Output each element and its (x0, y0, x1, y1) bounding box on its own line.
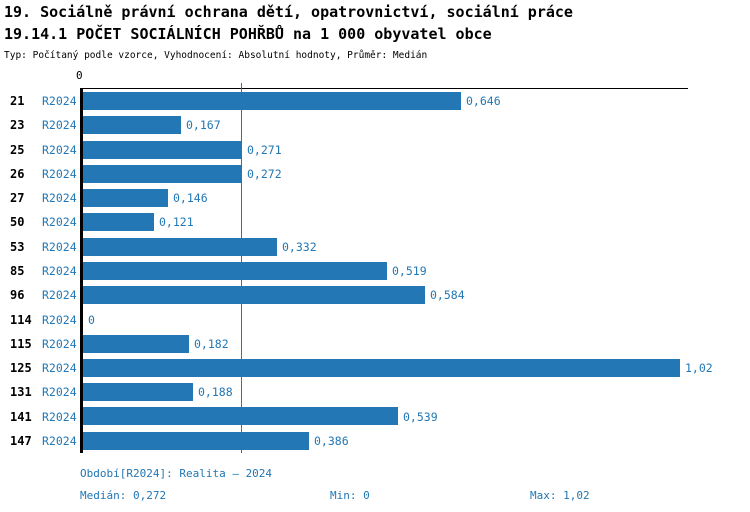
series-label: R2024 (42, 142, 77, 157)
series-label: R2024 (42, 239, 77, 254)
series-label: R2024 (42, 191, 77, 206)
value-label: 0,271 (247, 142, 282, 157)
value-label: 0,646 (466, 94, 501, 109)
value-bar (83, 140, 242, 159)
x-axis-zero-tick-label: 0 (76, 69, 83, 82)
max-stat-label: Max: 1,02 (530, 489, 590, 502)
value-label: 1,02 (685, 361, 713, 376)
value-label: 0,584 (430, 288, 465, 303)
report-section-title: 19. Sociálně právní ochrana dětí, opatro… (4, 3, 573, 21)
period-legend-label: Období[R2024]: Realita – 2024 (80, 467, 273, 480)
category-label: 125 (10, 361, 32, 376)
chart-row: 125 R2024 1,02 (0, 356, 750, 380)
category-label: 23 (10, 118, 25, 133)
x-axis-line (80, 88, 688, 89)
value-bar (83, 334, 189, 353)
value-label: 0,167 (186, 118, 221, 133)
chart-row: 21 R2024 0,646 (0, 89, 750, 113)
category-label: 21 (10, 94, 25, 109)
category-label: 25 (10, 142, 25, 157)
chart-row: 50 R2024 0,121 (0, 210, 750, 234)
value-label: 0,272 (247, 166, 282, 181)
category-label: 147 (10, 433, 32, 448)
value-bar (83, 237, 277, 256)
min-stat-label: Min: 0 (330, 489, 370, 502)
value-bar (83, 358, 680, 377)
value-bar (83, 383, 193, 402)
value-bar (83, 189, 168, 208)
series-label: R2024 (42, 94, 77, 109)
series-label: R2024 (42, 118, 77, 133)
chart-row: 85 R2024 0,519 (0, 259, 750, 283)
category-label: 26 (10, 166, 25, 181)
series-label: R2024 (42, 166, 77, 181)
value-bar (83, 407, 398, 426)
chart-row: 25 R2024 0,271 (0, 138, 750, 162)
indicator-subtitle: Typ: Počítaný podle vzorce, Vyhodnocení:… (4, 50, 428, 61)
chart-row: 26 R2024 0,272 (0, 162, 750, 186)
y-axis-line (80, 88, 83, 453)
value-label: 0,386 (314, 433, 349, 448)
category-label: 85 (10, 263, 25, 278)
series-label: R2024 (42, 409, 77, 424)
category-label: 96 (10, 288, 25, 303)
series-label: R2024 (42, 288, 77, 303)
chart-row: 114 R2024 0 (0, 307, 750, 331)
chart-row: 96 R2024 0,584 (0, 283, 750, 307)
category-label: 131 (10, 385, 32, 400)
category-label: 114 (10, 312, 32, 327)
series-label: R2024 (42, 385, 77, 400)
value-bar (83, 116, 181, 135)
chart-row: 147 R2024 0,386 (0, 429, 750, 453)
value-bar (83, 164, 242, 183)
chart-row: 27 R2024 0,146 (0, 186, 750, 210)
value-bar (83, 261, 387, 280)
value-label: 0,519 (392, 263, 427, 278)
value-bar (83, 431, 309, 450)
value-label: 0,539 (403, 409, 438, 424)
value-label: 0,332 (282, 239, 317, 254)
series-label: R2024 (42, 336, 77, 351)
series-label: R2024 (42, 263, 77, 278)
chart-row: 53 R2024 0,332 (0, 235, 750, 259)
median-stat-label: Medián: 0,272 (80, 489, 167, 502)
category-label: 50 (10, 215, 25, 230)
series-label: R2024 (42, 361, 77, 376)
series-label: R2024 (42, 215, 77, 230)
value-label: 0,182 (194, 336, 229, 351)
value-label: 0,188 (198, 385, 233, 400)
value-label: 0,121 (159, 215, 194, 230)
value-bar (83, 286, 425, 305)
value-label: 0,146 (173, 191, 208, 206)
chart-row: 23 R2024 0,167 (0, 113, 750, 137)
category-label: 27 (10, 191, 25, 206)
series-label: R2024 (42, 433, 77, 448)
chart-row: 115 R2024 0,182 (0, 332, 750, 356)
value-label: 0 (88, 312, 95, 327)
category-label: 53 (10, 239, 25, 254)
value-bar (83, 213, 154, 232)
series-label: R2024 (42, 312, 77, 327)
category-label: 141 (10, 409, 32, 424)
indicator-title: 19.14.1 POČET SOCIÁLNÍCH POHŘBŮ na 1 000… (4, 25, 492, 43)
chart-rows: 21 R2024 0,646 23 R2024 0,167 25 R2024 0,271 26 R2… (0, 89, 750, 453)
chart-row: 141 R2024 0,539 (0, 404, 750, 428)
chart-row: 131 R2024 0,188 (0, 380, 750, 404)
value-bar (83, 92, 461, 110)
category-label: 115 (10, 336, 32, 351)
